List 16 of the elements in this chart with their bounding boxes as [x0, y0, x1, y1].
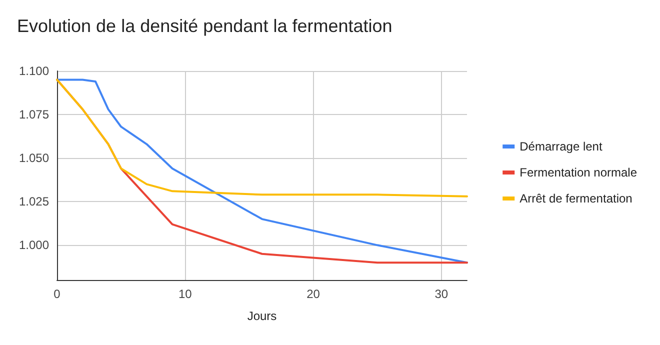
x-tick-label: 10 [178, 287, 192, 301]
line-series [56, 78, 468, 198]
y-tick-label: 1.050 [18, 151, 50, 166]
x-tick-label: 0 [54, 287, 61, 301]
x-tick-label: 30 [434, 287, 448, 301]
x-tick-label: 20 [306, 287, 320, 301]
y-tick-label: 1.100 [18, 64, 50, 78]
y-tick-label: 1.025 [18, 194, 50, 209]
chart-title: Evolution de la densité pendant la fermentation [17, 16, 392, 36]
x-axis-title: Jours [247, 309, 277, 323]
legend-label: Arrêt de fermentation [520, 192, 632, 206]
y-tick-label: 1.075 [18, 108, 50, 122]
y-tick-label: 1.000 [18, 238, 50, 252]
legend-label: Démarrage lent [520, 140, 603, 154]
legend-label: Fermentation normale [520, 166, 638, 180]
line-series [56, 78, 468, 264]
